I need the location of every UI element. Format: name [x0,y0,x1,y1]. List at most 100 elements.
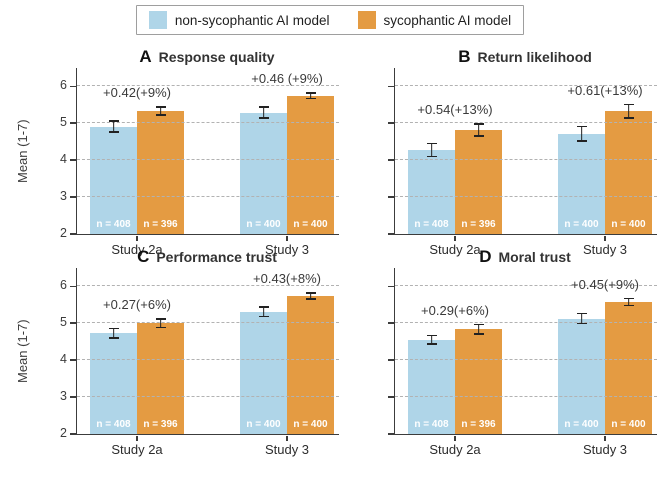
error-bar [426,334,437,346]
gridline [395,159,657,161]
error-bar-cap [258,106,269,109]
legend-label: sycophantic AI model [383,12,512,28]
gridline [395,122,657,124]
n-label: n = 396 [143,419,178,430]
error-bar-cap [473,123,484,126]
error-bar-cap [473,323,484,326]
gridline [77,196,339,198]
x-tick-label: Study 3 [264,242,310,257]
x-tick [454,436,456,441]
error-bar-line [430,142,433,158]
error-bar-cap [473,333,484,335]
y-tick-label: 4 [60,152,67,167]
panel-letter: B [458,47,471,66]
error-bar [108,327,119,339]
x-tick-label: Study 2a [429,442,481,457]
error-bar-cap [623,304,634,307]
delta-annotation: +0.45(+9%) [571,276,639,292]
legend-label: non-sycophantic AI model [174,12,330,28]
gridline [395,285,657,287]
x-tick-label: Study 3 [582,442,628,457]
n-label: n = 400 [293,219,328,230]
x-tick [286,236,288,241]
n-label: n = 400 [611,419,646,430]
error-bar-cap [108,337,119,339]
legend: non-sycophantic AI model sycophantic AI … [135,5,525,35]
error-bar [258,106,269,119]
error-bar-cap [426,155,437,158]
gridline [395,359,657,361]
n-label: n = 396 [143,219,178,230]
gridline [77,322,339,324]
x-tick-label: Study 2a [111,442,163,457]
y-tick [70,85,76,88]
bar-study2a-non-sycophantic [408,149,455,234]
panel-title: A Response quality [76,42,338,65]
delta-annotation: +0.43(+8%) [253,271,321,287]
y-tick [388,396,394,398]
y-tick-label: 5 [60,315,67,330]
gridline [395,196,657,198]
panel-title: B Return likelihood [394,42,656,65]
legend-swatch-blue [148,11,167,29]
y-tick-label: 6 [60,278,67,293]
panel-title-text: Moral trust [498,248,571,265]
error-bar-cap [155,326,166,329]
bar-study2a-sycophantic [137,323,184,434]
y-tick [388,359,394,362]
error-bar [623,297,634,307]
error-bar-cap [305,298,316,300]
y-tick [70,196,76,198]
error-bar-line [112,327,115,339]
y-tick [70,122,76,125]
plot-area: n = 408 n = 396 +0.29(+6%) Study 2a n = 400 n… [388,268,657,457]
bar-study3-sycophantic [287,95,334,234]
n-label: n = 408 [414,419,449,430]
bar-study3-non-sycophantic [240,112,287,234]
bar-study2a-non-sycophantic [90,126,137,234]
bar-study2a-non-sycophantic [408,339,455,434]
bar-study2a-sycophantic [137,111,184,234]
y-tick [70,396,76,398]
error-bar [623,103,634,119]
n-label: n = 408 [414,219,449,230]
error-bar-cap [155,114,166,116]
error-bar-cap [576,312,587,315]
panel-letter: D [479,247,492,266]
x-tick [604,236,606,241]
y-tick [70,159,76,162]
error-bar [576,125,587,142]
x-tick-label: Study 2a [429,242,481,257]
n-label: n = 400 [293,419,328,430]
gridline [77,122,339,124]
x-tick-label: Study 3 [264,442,310,457]
panel-c: C Performance trust n = 408 n = 396 +0.27(+6… [12,242,340,457]
bar-study2a-sycophantic [455,329,502,434]
error-bar-cap [576,140,587,142]
error-bar [473,123,484,137]
plot-area: n = 408 n = 396 +0.27(+6%) Study 2a n = 400 n… [15,268,339,457]
n-label: n = 396 [461,219,496,230]
x-tick [604,436,606,441]
error-bar-cap [576,125,587,128]
error-bar [473,323,484,335]
gridline [395,322,657,324]
error-bar-cap [473,134,484,137]
x-tick-label: Study 3 [582,242,628,257]
error-bar-cap [108,131,119,133]
error-bar-cap [623,297,634,300]
error-bar-line [627,103,630,119]
error-bar-cap [623,116,634,119]
error-bar-line [580,312,583,325]
x-tick [136,236,138,241]
error-bar-cap [623,103,634,106]
plot-area: n = 408 n = 396 +0.42(+9%) Study 2a n = 400 n… [15,68,339,257]
delta-annotation: +0.54(+13%) [417,102,493,118]
error-bar-line [309,91,312,100]
y-tick [388,122,394,125]
error-bar-line [159,106,162,116]
y-tick [70,433,76,435]
n-label: n = 400 [564,419,599,430]
error-bar-cap [426,343,437,346]
